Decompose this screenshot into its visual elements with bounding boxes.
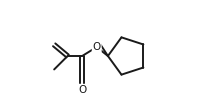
- Text: O: O: [78, 85, 86, 95]
- Text: O: O: [93, 42, 101, 52]
